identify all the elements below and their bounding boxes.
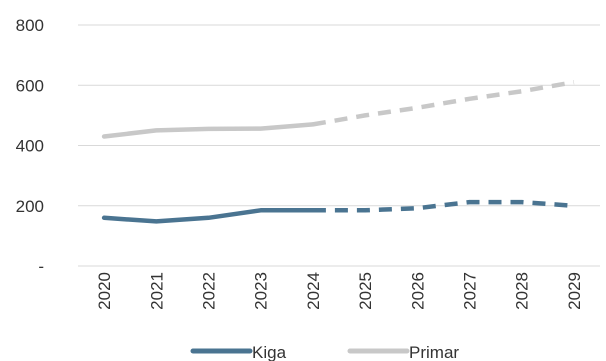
- y-tick-label: 800: [16, 16, 44, 35]
- legend-label-kiga: Kiga: [252, 343, 287, 361]
- legend: Kiga Primar: [190, 343, 459, 361]
- legend-label-primar: Primar: [409, 343, 459, 361]
- x-tick-label: 2026: [408, 272, 427, 310]
- x-tick-label: 2025: [356, 272, 375, 310]
- x-tick-label: 2023: [252, 272, 271, 310]
- y-axis-tick-labels: - 200 400 600 800: [16, 16, 44, 276]
- y-tick-label: 200: [16, 197, 44, 216]
- x-tick-label: 2024: [304, 272, 323, 310]
- x-axis-tick-labels: 2020 2021 2022 2023 2024 2025 2026 2027 2028 2029: [95, 272, 584, 310]
- series-line-primar-projection: [312, 79, 575, 127]
- y-tick-label: -: [38, 257, 44, 276]
- x-tick-label: 2028: [513, 272, 532, 310]
- series-lines: [101, 79, 575, 224]
- x-tick-label: 2021: [147, 272, 166, 310]
- grid-lines: [78, 24, 600, 267]
- x-tick-label: 2020: [95, 272, 114, 310]
- series-line-primar-actual: [101, 122, 316, 139]
- y-tick-label: 400: [16, 137, 44, 156]
- x-tick-label: 2027: [461, 272, 480, 310]
- series-line-kiga-actual: [101, 208, 316, 224]
- y-tick-label: 600: [16, 76, 44, 95]
- x-tick-label: 2029: [565, 272, 584, 310]
- x-tick-label: 2022: [200, 272, 219, 310]
